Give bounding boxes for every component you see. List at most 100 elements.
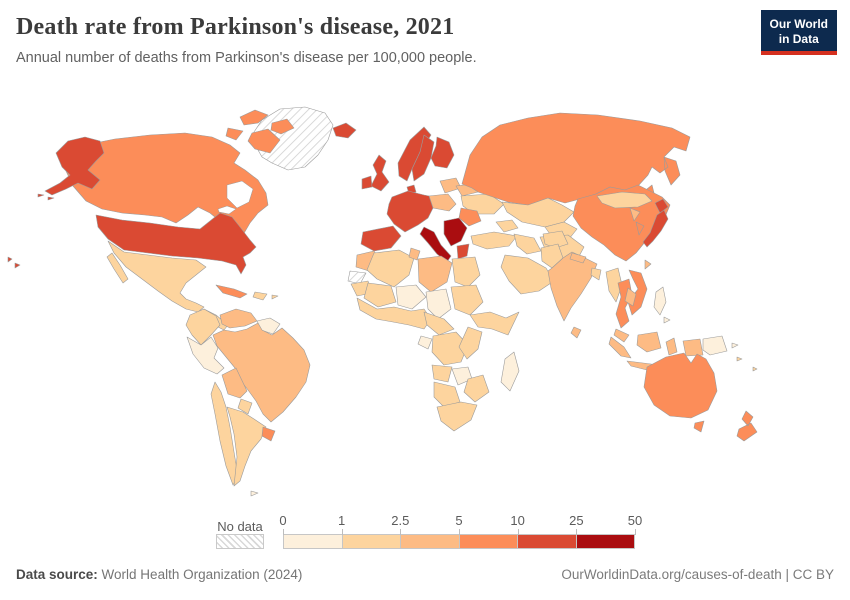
country-chad[interactable]: [425, 288, 452, 320]
country-balkans[interactable]: [443, 217, 468, 247]
country-nepal[interactable]: [569, 252, 587, 264]
country-sudan[interactable]: [450, 284, 484, 316]
legend-tick-row: 0 1 2.5 5 10 25 50: [279, 508, 642, 535]
country-kazakhstan[interactable]: [501, 197, 575, 228]
legend-tick-mark: [283, 529, 284, 535]
legend-bin[interactable]: [575, 534, 635, 549]
great-lakes: [217, 205, 237, 215]
country-caucasus[interactable]: [495, 219, 519, 233]
legend-bin[interactable]: [400, 534, 460, 549]
country-south-africa[interactable]: [436, 401, 478, 432]
country-uruguay[interactable]: [261, 426, 276, 442]
country-finland[interactable]: [430, 136, 455, 169]
country-drc[interactable]: [431, 331, 469, 366]
owid-logo: Our World in Data: [760, 10, 837, 56]
map-legend: No data 0 1 2.5 5 10 25 50: [0, 508, 850, 554]
country-sweden[interactable]: [411, 134, 435, 182]
country-falkland-islands[interactable]: [250, 490, 259, 497]
world-map: [0, 95, 850, 505]
data-source-value: World Health Organization (2024): [101, 567, 303, 582]
license-label: CC BY: [792, 567, 834, 582]
country-taiwan[interactable]: [644, 259, 652, 270]
country-india[interactable]: [547, 251, 598, 322]
country-central-africa[interactable]: [423, 311, 455, 336]
country-bolivia[interactable]: [221, 367, 248, 399]
country-ireland[interactable]: [361, 175, 373, 190]
country-hispaniola[interactable]: [252, 291, 279, 301]
country-japan[interactable]: [642, 198, 669, 248]
country-spain-portugal[interactable]: [360, 225, 402, 252]
country-arabian-peninsula[interactable]: [500, 254, 555, 295]
country-mexico[interactable]: [106, 240, 207, 313]
legend-tick-mark: [400, 529, 402, 535]
country-pacific-islands[interactable]: [736, 356, 758, 372]
legend-tick-label: 50: [627, 513, 643, 528]
country-algeria[interactable]: [366, 249, 415, 288]
country-myanmar[interactable]: [605, 267, 623, 303]
legend-tick-label: 1: [338, 513, 346, 528]
legend-tick-label: 25: [569, 513, 584, 528]
country-madagascar[interactable]: [500, 351, 520, 392]
country-north-korea[interactable]: [629, 207, 641, 222]
country-iraq-syria[interactable]: [513, 233, 542, 255]
country-bangladesh[interactable]: [590, 267, 602, 281]
country-gabon[interactable]: [417, 335, 433, 350]
legend-color-bar: 0 1 2.5 5 10 25 50: [279, 508, 642, 549]
chart-subtitle: Annual number of deaths from Parkinson's…: [16, 50, 477, 66]
country-afghanistan[interactable]: [542, 230, 569, 249]
country-cuba[interactable]: [215, 284, 248, 299]
country-venezuela[interactable]: [219, 308, 258, 329]
page-title: Death rate from Parkinson's disease, 202…: [16, 14, 455, 40]
country-paraguay[interactable]: [237, 398, 253, 415]
country-iceland[interactable]: [332, 122, 357, 139]
country-mali[interactable]: [363, 282, 397, 308]
country-new-zealand[interactable]: [736, 410, 758, 442]
country-peru[interactable]: [186, 336, 225, 375]
country-angola[interactable]: [431, 364, 453, 383]
country-philippines[interactable]: [653, 286, 671, 324]
country-sri-lanka[interactable]: [570, 326, 582, 339]
country-south-korea[interactable]: [635, 221, 645, 236]
no-data-swatch[interactable]: [216, 534, 264, 549]
country-papua-new-guinea[interactable]: [702, 335, 739, 356]
country-argentina[interactable]: [226, 406, 267, 487]
legend-tick-mark: [517, 529, 519, 535]
country-niger[interactable]: [395, 284, 427, 310]
country-russia[interactable]: [461, 112, 691, 208]
legend-bin[interactable]: [517, 534, 577, 549]
legend-bin[interactable]: [283, 534, 343, 549]
country-mozambique-zimbabwe[interactable]: [463, 374, 490, 403]
legend-no-data: No data: [216, 508, 264, 549]
legend-tick-label: 0: [279, 513, 287, 528]
owid-logo-line2: in Data: [778, 31, 819, 46]
data-source-label: Data source:: [16, 567, 98, 582]
legend-bins: [283, 534, 635, 549]
country-turkey[interactable]: [470, 231, 518, 250]
country-western-europe[interactable]: [386, 190, 434, 233]
country-libya[interactable]: [417, 255, 453, 293]
chart-header: Death rate from Parkinson's disease, 202…: [0, 0, 850, 66]
footer-credit: OurWorldinData.org/causes-of-death | CC …: [561, 567, 834, 582]
chart-footer: Data source: World Health Organization (…: [0, 567, 850, 582]
country-east-africa[interactable]: [458, 326, 483, 360]
legend-bin[interactable]: [341, 534, 401, 549]
country-tunisia[interactable]: [408, 247, 421, 261]
country-australia[interactable]: [643, 352, 718, 433]
legend-tick-label: 2.5: [391, 513, 410, 528]
country-horn-of-africa[interactable]: [469, 311, 520, 336]
legend-tick-mark: [635, 529, 636, 535]
legend-tick-mark: [341, 529, 343, 535]
country-egypt[interactable]: [451, 256, 481, 288]
legend-tick-mark: [459, 529, 460, 535]
country-united-states[interactable]: [7, 136, 257, 275]
owid-url-link[interactable]: OurWorldinData.org/causes-of-death: [561, 567, 782, 582]
country-united-kingdom[interactable]: [370, 154, 390, 192]
country-mongolia[interactable]: [596, 191, 653, 209]
country-colombia[interactable]: [185, 308, 221, 346]
legend-bin[interactable]: [458, 534, 518, 549]
legend-tick-label: 10: [510, 513, 525, 528]
country-romania-bulgaria[interactable]: [458, 207, 482, 227]
country-laos-cambodia[interactable]: [624, 287, 637, 307]
footer-separator: |: [781, 567, 793, 582]
no-data-label: No data: [217, 519, 263, 534]
